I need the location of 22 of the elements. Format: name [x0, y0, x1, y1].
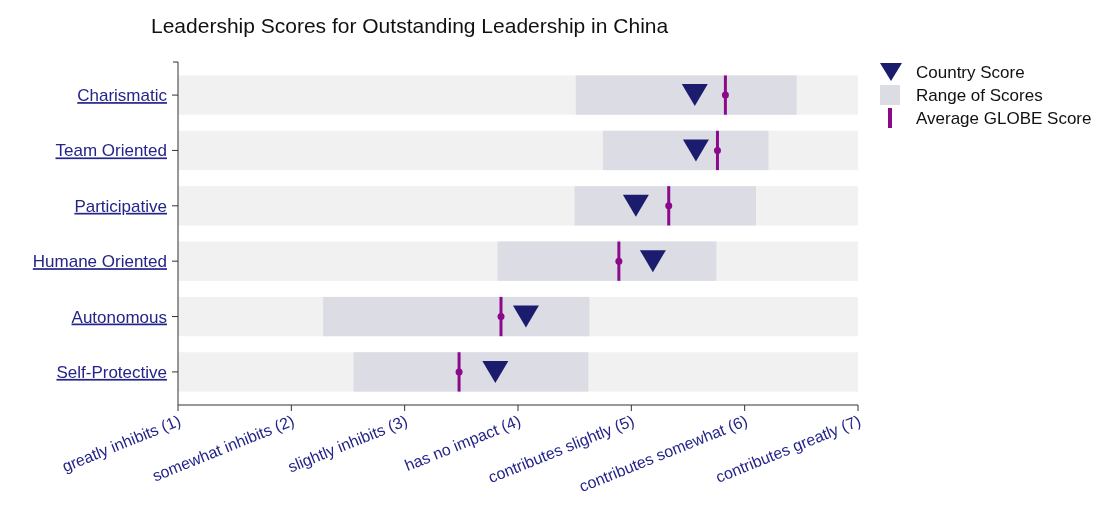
- y-tick-label: Team Oriented: [55, 141, 167, 161]
- point: [713, 146, 721, 154]
- point: [721, 91, 729, 99]
- point: [482, 360, 509, 383]
- point: [615, 257, 623, 265]
- y-tick-label: Autonomous: [71, 307, 167, 327]
- point: [665, 202, 673, 210]
- y-tick-label: Participative: [74, 196, 167, 216]
- point: [497, 313, 505, 321]
- point: [682, 139, 709, 162]
- legend-label: Range of Scores: [916, 86, 1043, 105]
- y-tick-label: Self-Protective: [56, 362, 167, 382]
- legend-label: Average GLOBE Score: [916, 109, 1092, 128]
- y-tick-label: Humane Oriented: [32, 252, 167, 272]
- point: [455, 368, 463, 376]
- y-tick-label: Charismatic: [77, 86, 168, 106]
- point: [622, 194, 649, 217]
- legend-label: Country Score: [916, 63, 1025, 82]
- point: [512, 305, 539, 328]
- point: [639, 250, 666, 273]
- point: [681, 84, 708, 107]
- chart-title: Leadership Scores for Outstanding Leadership in China: [151, 14, 669, 37]
